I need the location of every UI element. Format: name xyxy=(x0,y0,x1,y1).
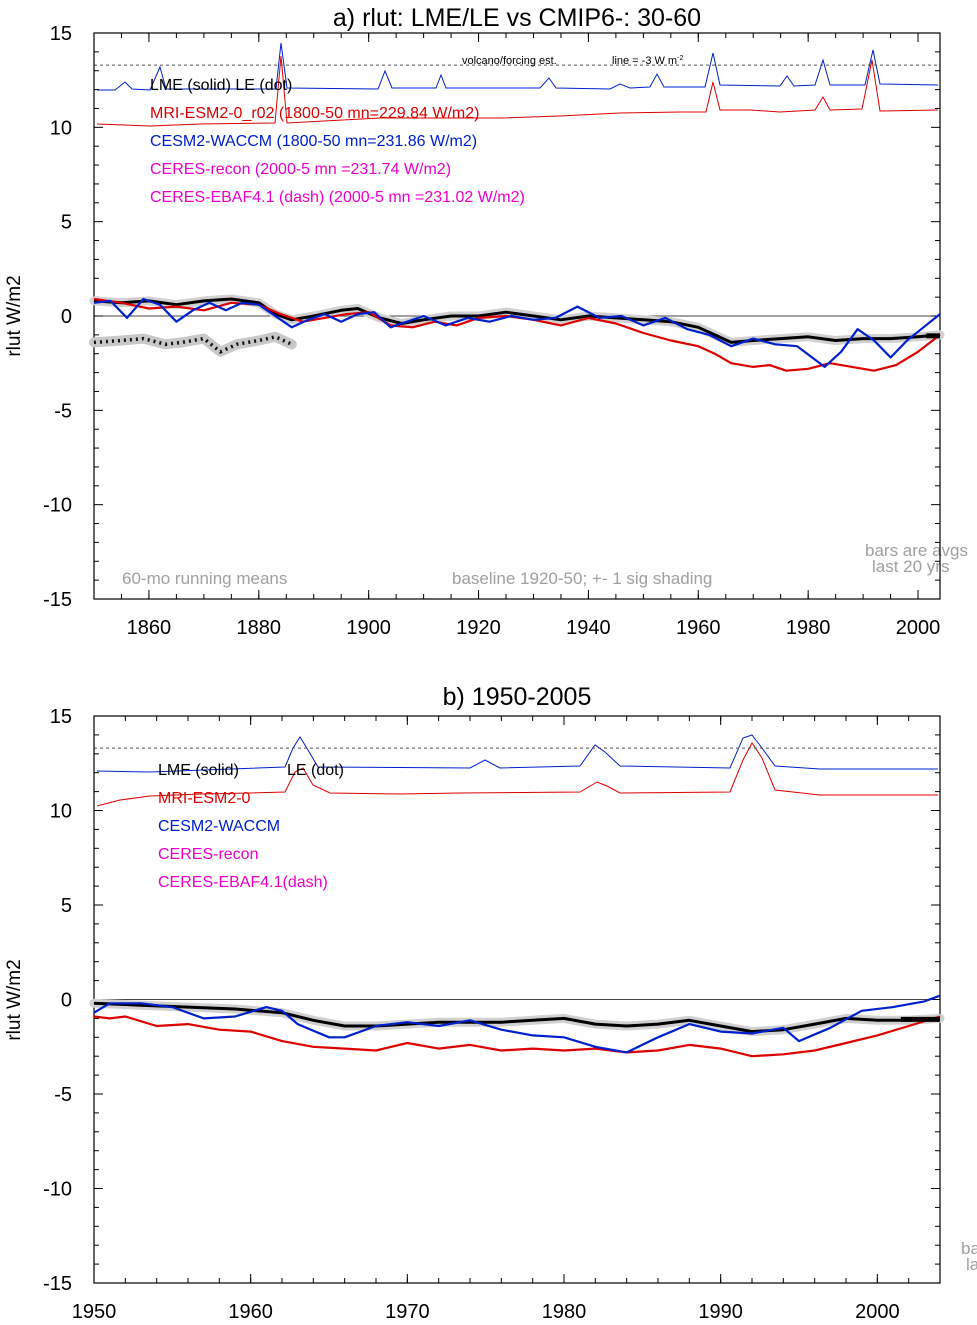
panel-a-xtick-label: 1880 xyxy=(237,617,282,639)
panel-a-ytick-label: 0 xyxy=(61,306,72,328)
panel-a-volcano-cesm-trace xyxy=(97,42,939,91)
panel-a-series-le-dot-shading xyxy=(89,331,297,357)
panel-a-bars-note-2: last 20 yrs xyxy=(872,557,949,576)
panel-b-legend-lme: LME (solid) xyxy=(158,762,239,779)
panel-a-series-le-dot xyxy=(93,334,293,354)
panel-a-baseline-note: baseline 1920-50; +- 1 sig shading xyxy=(452,569,712,588)
panel-a-line-label: line = -3 W m-2 xyxy=(612,55,683,67)
panel-b-legend-cesm: CESM2-WACCM xyxy=(158,818,280,835)
panel-b-bars-note-1: ba xyxy=(961,1239,977,1258)
panel-a-ytick-label: 15 xyxy=(50,23,72,45)
panel-b-ylabel: rlut W/m2 xyxy=(4,959,25,1040)
panel-b-legend-ceres-ebaf: CERES-EBAF4.1(dash) xyxy=(158,874,328,891)
panel-b-series-mri-esm2-0 xyxy=(93,1015,941,1058)
panel-b-legend-mri: MRI-ESM2-0 xyxy=(158,790,251,807)
panel-a-xtick-label: 1860 xyxy=(127,617,172,639)
panel-b-series-cesm2-waccm xyxy=(93,994,941,1054)
panel-a-legend-mri: MRI-ESM2-0_r02 (1800-50 mn=229.84 W/m2) xyxy=(150,105,479,122)
panel-a-legend-ceres-ebaf: CERES-EBAF4.1 (dash) (2000-5 mn =231.02 … xyxy=(150,189,525,206)
panel-b-ytick-label: 15 xyxy=(50,706,72,728)
panel-a-volcano-label: volcano/forcing est. xyxy=(462,55,557,67)
panel-a-xtick-label: 1940 xyxy=(566,617,611,639)
panel-b-xtick-label: 2000 xyxy=(855,1301,900,1323)
panel-b-title: b) 1950-2005 xyxy=(443,683,592,711)
panel-a-legend-cesm: CESM2-WACCM (1800-50 mn=231.86 W/m2) xyxy=(150,133,477,150)
panel-b-volcano-cesm-trace xyxy=(96,734,938,773)
panel-a-xtick-label: 1900 xyxy=(346,617,391,639)
panel-a-legend-lme-le: LME (solid) LE (dot) xyxy=(150,77,292,94)
panel-a-xtick-label: 1920 xyxy=(456,617,501,639)
panel-a-ytick-label: 5 xyxy=(61,212,72,234)
panel-b-ytick-label: -5 xyxy=(54,1084,72,1106)
panel-b-bars-note-2: la xyxy=(966,1255,977,1274)
panel-a-volcano-mri-trace xyxy=(96,55,939,127)
panel-b-xtick-label: 1970 xyxy=(385,1301,430,1323)
panel-a-ylabel: rlut W/m2 xyxy=(4,275,25,356)
panel-a-legend-ceres-recon: CERES-recon (2000-5 mn =231.74 W/m2) xyxy=(150,161,451,178)
panel-a-xtick-label: 1960 xyxy=(676,617,721,639)
panel-b-ytick-label: 0 xyxy=(61,990,72,1012)
panel-a-running-means-note: 60-mo running means xyxy=(122,569,287,588)
panel-b: b) 1950-2005 rlut W/m2 LME (solid) LE (d… xyxy=(4,683,977,1323)
panel-b-xtick-label: 1950 xyxy=(72,1301,117,1323)
panel-b-volcano-mri-trace xyxy=(96,742,938,807)
panel-b-xtick-label: 1990 xyxy=(698,1301,743,1323)
panel-a-title: a) rlut: LME/LE vs CMIP6-: 30-60 xyxy=(333,4,701,32)
panel-b-xtick-label: 1960 xyxy=(228,1301,273,1323)
panel-a-series-cesm2-waccm xyxy=(93,297,941,368)
panel-a-ytick-label: -5 xyxy=(54,400,72,422)
panel-b-ytick-label: 10 xyxy=(50,801,72,823)
panel-b-xtick-label: 1980 xyxy=(542,1301,587,1323)
panel-b-ytick-label: -10 xyxy=(43,1179,72,1201)
panel-b-ytick-label: -15 xyxy=(43,1273,72,1295)
panel-b-ytick-label: 5 xyxy=(61,895,72,917)
panel-b-legend-ceres-recon: CERES-recon xyxy=(158,846,258,863)
panel-a-xtick-label: 2000 xyxy=(896,617,941,639)
panel-b-legend-le: LE (dot) xyxy=(287,762,344,779)
panel-a-ytick-label: 10 xyxy=(50,117,72,139)
panel-a-series-lme-solid xyxy=(93,297,941,344)
panel-a: a) rlut: LME/LE vs CMIP6-: 30-60 rlut W/… xyxy=(4,4,968,639)
panel-a-xtick-label: 1980 xyxy=(786,617,831,639)
panel-a-bars-note-1: bars are avgs xyxy=(865,541,968,560)
panel-a-ytick-label: -15 xyxy=(43,589,72,611)
panel-a-ytick-label: -10 xyxy=(43,495,72,517)
